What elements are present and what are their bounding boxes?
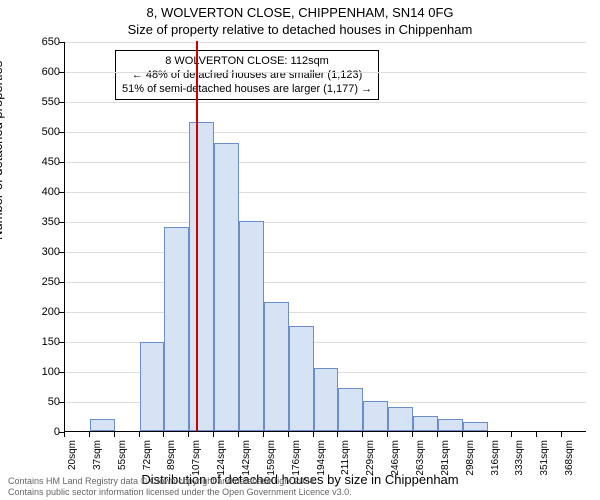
x-tick-label: 176sqm <box>292 440 302 490</box>
gridline <box>65 192 586 193</box>
x-tick <box>163 432 164 437</box>
histogram-bar <box>463 422 488 431</box>
histogram-bar <box>189 122 214 431</box>
gridline <box>65 162 586 163</box>
x-tick-label: 368sqm <box>565 440 575 490</box>
x-tick <box>487 432 488 437</box>
x-tick-label: 316sqm <box>491 440 501 490</box>
x-tick-label: 333sqm <box>515 440 525 490</box>
gridline <box>65 252 586 253</box>
y-tick-label: 300 <box>20 247 60 258</box>
x-tick <box>337 432 338 437</box>
y-tick-label: 400 <box>20 187 60 198</box>
y-tick-label: 0 <box>20 427 60 438</box>
title-line-1: 8, WOLVERTON CLOSE, CHIPPENHAM, SN14 0FG <box>0 5 600 20</box>
histogram-bar <box>363 401 388 431</box>
x-tick <box>188 432 189 437</box>
gridline <box>65 282 586 283</box>
y-tick-label: 50 <box>20 397 60 408</box>
x-tick <box>313 432 314 437</box>
x-tick-label: 229sqm <box>366 440 376 490</box>
y-tick-label: 600 <box>20 67 60 78</box>
x-tick-label: 351sqm <box>540 440 550 490</box>
x-tick-label: 20sqm <box>68 440 78 490</box>
x-tick <box>114 432 115 437</box>
x-tick <box>412 432 413 437</box>
gridline <box>65 312 586 313</box>
annotation-line-2: ← 48% of detached houses are smaller (1,… <box>122 68 372 82</box>
histogram-bar <box>338 388 363 431</box>
x-tick-label: 263sqm <box>416 440 426 490</box>
x-tick-label: 124sqm <box>217 440 227 490</box>
histogram-bar <box>413 416 438 431</box>
x-tick <box>139 432 140 437</box>
x-tick-label: 298sqm <box>466 440 476 490</box>
x-tick-label: 37sqm <box>93 440 103 490</box>
x-tick <box>437 432 438 437</box>
y-tick-label: 550 <box>20 97 60 108</box>
x-tick-label: 159sqm <box>267 440 277 490</box>
gridline <box>65 102 586 103</box>
x-tick <box>263 432 264 437</box>
x-tick-label: 142sqm <box>242 440 252 490</box>
x-tick-label: 246sqm <box>391 440 401 490</box>
x-tick <box>362 432 363 437</box>
title-line-2: Size of property relative to detached ho… <box>0 22 600 37</box>
x-tick <box>387 432 388 437</box>
gridline <box>65 132 586 133</box>
x-tick-label: 72sqm <box>143 440 153 490</box>
histogram-bar <box>239 221 264 431</box>
annotation-box: 8 WOLVERTON CLOSE: 112sqm ← 48% of detac… <box>115 50 379 100</box>
y-tick-label: 350 <box>20 217 60 228</box>
x-tick <box>561 432 562 437</box>
histogram-bar <box>388 407 413 431</box>
x-tick-label: 89sqm <box>167 440 177 490</box>
y-tick-label: 450 <box>20 157 60 168</box>
histogram-bar <box>140 342 165 431</box>
histogram-bar <box>90 419 115 431</box>
y-axis-label: Number of detached properties <box>0 61 5 240</box>
reference-marker <box>196 41 198 431</box>
x-tick <box>64 432 65 437</box>
x-tick-label: 194sqm <box>317 440 327 490</box>
x-tick <box>238 432 239 437</box>
chart-root: 8, WOLVERTON CLOSE, CHIPPENHAM, SN14 0FG… <box>0 0 600 500</box>
histogram-bar <box>214 143 239 431</box>
x-tick-label: 211sqm <box>341 440 351 490</box>
histogram-bar <box>289 326 314 431</box>
annotation-line-1: 8 WOLVERTON CLOSE: 112sqm <box>122 54 372 68</box>
annotation-line-3: 51% of semi-detached houses are larger (… <box>122 82 372 96</box>
y-tick-label: 150 <box>20 337 60 348</box>
x-tick <box>213 432 214 437</box>
y-tick-label: 500 <box>20 127 60 138</box>
x-tick-label: 281sqm <box>441 440 451 490</box>
gridline <box>65 72 586 73</box>
y-tick-label: 650 <box>20 37 60 48</box>
histogram-bar <box>438 419 463 431</box>
y-tick-label: 250 <box>20 277 60 288</box>
gridline <box>65 222 586 223</box>
y-tick-label: 200 <box>20 307 60 318</box>
plot-area: 8 WOLVERTON CLOSE: 112sqm ← 48% of detac… <box>64 42 586 432</box>
histogram-bar <box>164 227 189 431</box>
histogram-bar <box>264 302 289 431</box>
y-tick-label: 100 <box>20 367 60 378</box>
x-tick-label: 107sqm <box>192 440 202 490</box>
x-tick-label: 55sqm <box>118 440 128 490</box>
gridline <box>65 42 586 43</box>
x-tick <box>288 432 289 437</box>
x-tick <box>536 432 537 437</box>
x-tick <box>511 432 512 437</box>
x-tick <box>89 432 90 437</box>
x-tick <box>462 432 463 437</box>
histogram-bar <box>314 368 339 431</box>
